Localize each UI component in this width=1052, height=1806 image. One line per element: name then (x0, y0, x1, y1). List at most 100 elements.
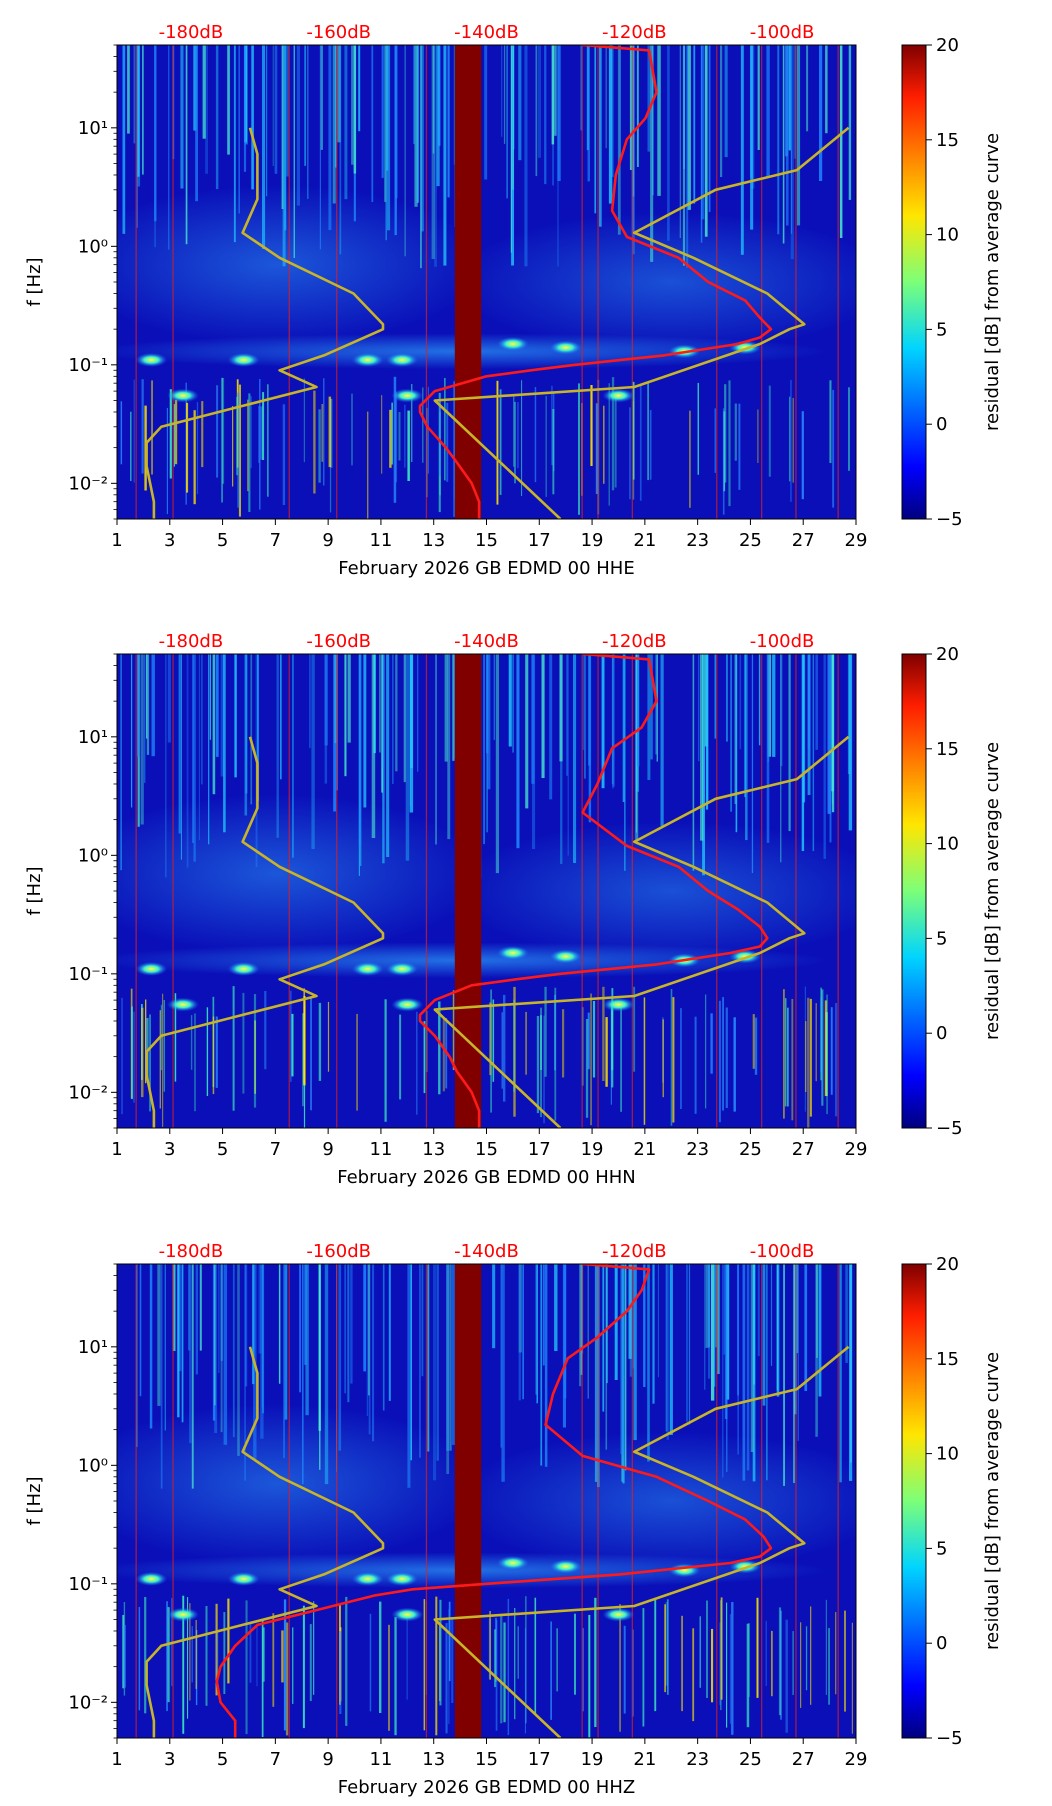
energy-streak (825, 45, 828, 134)
energy-streak (652, 1264, 655, 1404)
energy-streak (214, 1264, 216, 1406)
lowfreq-streak (545, 395, 547, 497)
lowfreq-streak (446, 402, 449, 482)
lowfreq-streak (595, 403, 599, 494)
lowfreq-streak (195, 1630, 198, 1706)
y-axis-label: f [Hz] (24, 866, 45, 915)
lowfreq-streak (835, 1003, 838, 1117)
energy-streak (120, 654, 122, 871)
lowfreq-streak (706, 1600, 708, 1698)
lowfreq-streak (705, 994, 707, 1109)
energy-streak (251, 45, 254, 190)
plot-area (117, 654, 856, 1128)
lowfreq-streak (253, 994, 257, 1108)
lowfreq-streak (832, 389, 835, 508)
energy-streak (714, 654, 717, 739)
energy-streak (238, 45, 240, 214)
energy-streak (622, 654, 625, 802)
energy-streak (212, 654, 216, 795)
lowfreq-streak (167, 1607, 170, 1703)
energy-streak (794, 45, 797, 159)
lowfreq-streak (543, 1015, 545, 1124)
energy-streak (720, 45, 723, 177)
energy-streak (172, 1264, 176, 1351)
lowfreq-streak (292, 1627, 294, 1704)
lowfreq-streak (629, 407, 631, 500)
y-tick-label: 10⁻² (68, 1082, 108, 1103)
energy-streak (666, 1264, 669, 1440)
x-tick-label: 7 (270, 1749, 281, 1770)
energy-streak (786, 45, 789, 226)
lowfreq-streak (825, 1599, 827, 1695)
energy-streak (682, 45, 686, 266)
lowfreq-streak (254, 1020, 256, 1094)
energy-streak (202, 45, 206, 139)
energy-streak (250, 654, 253, 805)
energy-streak (447, 45, 450, 198)
lowfreq-streak (608, 383, 610, 506)
energy-streak (363, 654, 367, 808)
energy-streak (848, 654, 853, 831)
colorbar-tick-label: 0 (936, 414, 947, 435)
energy-streak (189, 1264, 192, 1444)
energy-streak (737, 1264, 739, 1455)
noise-model-low-curve (145, 127, 385, 519)
lowfreq-streak (282, 404, 286, 505)
energy-streak (793, 1264, 795, 1483)
energy-streak (140, 654, 144, 825)
lowfreq-streak (205, 1606, 208, 1706)
lowfreq-streak (138, 1607, 141, 1711)
lowfreq-streak (821, 989, 824, 1106)
lowfreq-streak (697, 382, 699, 475)
median-psd-curve (418, 45, 773, 519)
energy-streak (272, 45, 274, 166)
lowfreq-streak (603, 405, 605, 484)
spike-line (336, 1264, 338, 1738)
lowfreq-streak (495, 1620, 498, 1731)
lowfreq-streak (313, 390, 316, 494)
lowfreq-streak (141, 1007, 144, 1098)
signal-blob (549, 340, 582, 355)
energy-streak (632, 45, 635, 197)
energy-streak (212, 1264, 216, 1421)
energy-streak (452, 654, 455, 761)
energy-streak (436, 1264, 439, 1461)
lowfreq-streak (163, 1000, 165, 1092)
lowfreq-streak (438, 1001, 441, 1095)
energy-streak (511, 45, 515, 190)
lowfreq-streak (647, 383, 649, 481)
lowfreq-streak (149, 1014, 151, 1112)
energy-streak (524, 45, 528, 267)
lowfreq-streak (562, 1009, 565, 1078)
lowfreq-streak (513, 999, 515, 1092)
energy-streak (535, 1264, 537, 1395)
energy-streak (223, 654, 226, 833)
x-tick-label: 5 (217, 530, 228, 551)
energy-streak (796, 1264, 799, 1354)
energy-streak (503, 45, 506, 144)
lowfreq-streak (734, 403, 737, 461)
energy-streak (766, 45, 770, 177)
median-psd-curve (418, 654, 769, 1128)
spike-line (135, 654, 137, 1128)
signal-blob (386, 352, 419, 367)
lowfreq-streak (256, 1624, 258, 1687)
energy-streak (686, 45, 689, 268)
energy-streak (381, 654, 383, 793)
lowfreq-streak (395, 391, 398, 483)
x-tick-label: 29 (845, 530, 868, 551)
energy-streak (278, 1264, 281, 1384)
spike-line (795, 1264, 797, 1738)
energy-streak (540, 1264, 543, 1466)
signal-blob (496, 1555, 529, 1570)
lowfreq-streak (556, 1628, 558, 1692)
energy-streak (299, 1264, 301, 1393)
lowfreq-streak (451, 1618, 454, 1703)
energy-streak (734, 654, 737, 804)
lowfreq-streak (394, 1617, 397, 1736)
top-db-tick-label: -140dB (454, 631, 519, 652)
lowfreq-streak (303, 996, 306, 1086)
y-tick-label: 10¹ (78, 1337, 108, 1358)
energy-streak (215, 654, 219, 757)
lowfreq-streak (714, 408, 716, 473)
